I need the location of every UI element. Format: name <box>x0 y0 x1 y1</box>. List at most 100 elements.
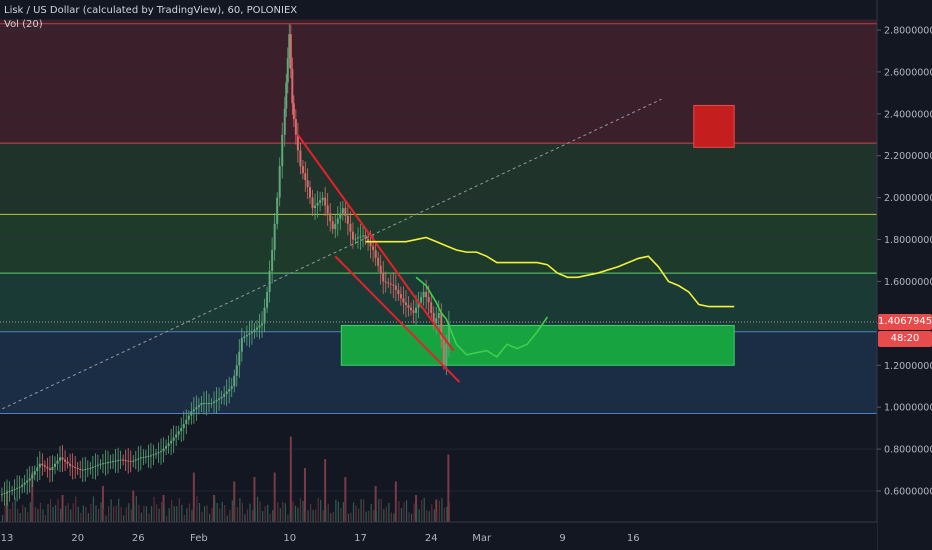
candle-body <box>292 103 295 120</box>
candle-body <box>425 291 428 298</box>
candle-body <box>175 434 178 438</box>
volume-bar <box>426 509 428 522</box>
volume-indicator-label: Vol (20) <box>4 19 43 30</box>
y-tick-label: 2.40000000 <box>884 109 932 120</box>
candle-body <box>223 394 226 397</box>
candle-body <box>160 451 163 453</box>
candle-body <box>412 310 415 313</box>
y-tick-label: 0.60000000 <box>884 487 932 498</box>
volume-bar <box>62 515 64 522</box>
volume-bar <box>65 505 67 522</box>
volume-bar <box>49 498 52 522</box>
candle-body <box>394 285 397 290</box>
y-tick-label: 1.20000000 <box>884 361 932 372</box>
volume-bar <box>130 509 132 522</box>
volume-bar <box>421 500 423 522</box>
candle-body <box>238 351 241 366</box>
candle-body <box>69 463 72 466</box>
volume-bar <box>327 503 329 522</box>
volume-bar <box>221 501 223 522</box>
candle-body <box>288 34 291 59</box>
candle-body <box>41 463 44 466</box>
volume-bar <box>388 502 390 522</box>
candle-body <box>162 448 165 452</box>
candle-body <box>240 338 243 352</box>
volume-bar <box>191 509 193 522</box>
candle-body <box>316 202 319 206</box>
candle-body <box>0 494 3 496</box>
candle-body <box>139 457 142 459</box>
candle-body <box>389 283 392 285</box>
candle-body <box>172 437 175 441</box>
candle-body <box>180 428 183 432</box>
volume-bar <box>181 504 183 522</box>
candle-body <box>243 336 246 339</box>
volume-bar <box>441 497 443 522</box>
volume-bar <box>345 501 347 522</box>
volume-bar <box>102 508 105 522</box>
candle-body <box>291 68 294 104</box>
candle-body <box>432 312 435 324</box>
volume-bar <box>57 499 59 522</box>
volume-bar <box>42 509 44 522</box>
candle-body <box>245 334 248 337</box>
volume-bar <box>347 513 350 522</box>
volume-bar <box>264 506 266 522</box>
candle-body <box>144 456 147 458</box>
candle-body <box>202 402 205 404</box>
volume-bar <box>375 511 377 522</box>
volume-bar <box>405 500 408 522</box>
volume-bar <box>211 508 213 522</box>
volume-bar <box>219 508 221 522</box>
candle-body <box>422 291 425 298</box>
volume-bar <box>47 504 49 522</box>
candle-body <box>299 150 302 167</box>
volume-bar <box>383 508 385 522</box>
volume-bar <box>322 510 324 522</box>
volume-bar <box>203 506 206 522</box>
volume-bar <box>1 515 4 522</box>
candle-body <box>351 231 354 240</box>
candle-body <box>250 331 253 334</box>
volume-bar <box>344 477 347 522</box>
y-tick-label: 2.80000000 <box>884 26 932 37</box>
candle-body <box>427 297 430 303</box>
volume-bar <box>292 501 294 522</box>
candle-body <box>195 407 198 410</box>
volume-bar <box>380 498 382 522</box>
volume-bar <box>201 511 203 522</box>
volume-bar <box>335 499 337 522</box>
volume-bar <box>398 501 400 522</box>
x-tick-label: 10 <box>283 533 296 544</box>
volume-bar <box>14 497 16 522</box>
candle-body <box>228 388 231 392</box>
candle-body <box>253 329 256 332</box>
volume-bar <box>373 509 375 522</box>
volume-bar <box>269 513 271 522</box>
volume-bar <box>97 508 100 522</box>
x-tick-label: Feb <box>190 533 208 544</box>
volume-bar <box>72 503 74 522</box>
volume-bar <box>267 504 269 522</box>
candle-body <box>56 460 59 464</box>
volume-bar <box>446 506 448 522</box>
candle-body <box>16 487 19 489</box>
candle-body <box>132 460 135 462</box>
candle-body <box>197 405 200 408</box>
candle-body <box>263 307 266 324</box>
volume-bar <box>262 511 264 522</box>
x-tick-label: Mar <box>472 533 492 544</box>
candle-body <box>283 108 286 135</box>
volume-bar <box>443 507 446 522</box>
candle-body <box>46 466 49 469</box>
volume-bar <box>273 472 276 522</box>
candle-body <box>31 474 34 479</box>
candle-body <box>364 235 367 240</box>
volume-bar <box>196 496 198 522</box>
candle-body <box>369 242 372 247</box>
volume-bar <box>395 501 398 522</box>
candle-body <box>374 250 377 258</box>
volume-bar <box>34 506 36 522</box>
